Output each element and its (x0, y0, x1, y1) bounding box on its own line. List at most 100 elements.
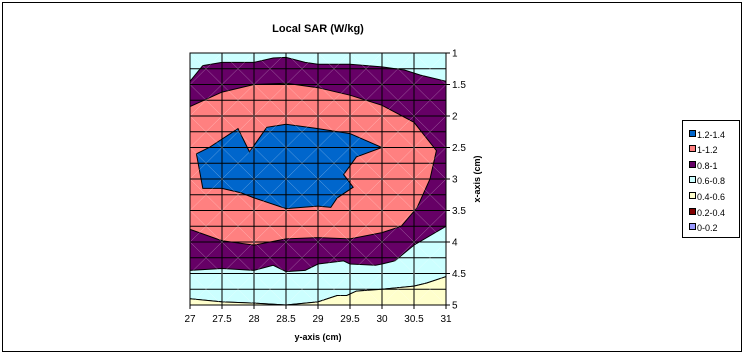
mesh-diagonal (413, 178, 447, 211)
legend-item: 1-1.2 (683, 140, 739, 156)
mesh-diagonal (285, 115, 319, 148)
mesh-diagonal (413, 147, 447, 180)
mesh-diagonal (413, 210, 447, 243)
mesh-diagonal (413, 115, 447, 148)
mesh-diagonal (253, 115, 287, 148)
y-tick-label: 1 (452, 49, 458, 60)
y-tick-label: 4.5 (452, 269, 466, 280)
mesh-diagonal (189, 241, 223, 274)
mesh-diagonal (285, 178, 319, 211)
legend-item: 1.2-1.4 (683, 124, 739, 140)
mesh-diagonal (253, 210, 287, 243)
x-tick-label: 29 (312, 314, 324, 325)
mesh-diagonal (317, 147, 351, 180)
legend-label: 0.8-1 (697, 160, 718, 171)
legend-item: 0.4-0.6 (683, 186, 739, 202)
x-axis-title: y-axis (cm) (294, 332, 341, 342)
legend-label: 1.2-1.4 (697, 129, 726, 140)
chart-title: Local SAR (W/kg) (272, 23, 364, 35)
legend-item: 0-0.2 (683, 218, 739, 234)
mesh-diagonal (317, 115, 351, 148)
mesh-diagonal (253, 241, 287, 274)
mesh-diagonal (221, 241, 255, 274)
x-tick-label: 31 (440, 314, 452, 325)
mesh-diagonal (253, 147, 287, 180)
mesh-diagonal (221, 115, 255, 148)
y-tick-label: 3.5 (452, 206, 466, 217)
x-tick-label: 28 (248, 314, 260, 325)
mesh-diagonal (253, 84, 287, 117)
legend-swatch (689, 160, 696, 168)
legend-label: 0.6-0.8 (697, 176, 726, 187)
mesh-diagonal (413, 84, 447, 117)
mesh-diagonal (349, 115, 383, 148)
legend-item: 0.6-0.8 (683, 171, 739, 187)
mesh-diagonal (349, 178, 383, 211)
y-tick-label: 4 (452, 238, 458, 249)
legend-label: 1-1.2 (697, 145, 718, 156)
legend-label: 0.2-0.4 (697, 207, 726, 218)
mesh-diagonal (317, 52, 351, 85)
mesh-diagonal (413, 273, 447, 306)
y-axis-title: x-axis (cm) (472, 155, 482, 202)
mesh-diagonal (189, 178, 223, 211)
mesh-diagonal (221, 210, 255, 243)
mesh-diagonal (349, 52, 383, 85)
y-tick-label: 2.5 (452, 143, 466, 154)
mesh-diagonal (189, 147, 223, 180)
mesh-diagonal (317, 84, 351, 117)
mesh-diagonal (285, 273, 319, 306)
x-tick-label: 27 (184, 314, 196, 325)
grid (189, 52, 447, 306)
y-tick-label: 3 (452, 175, 458, 186)
mesh-diagonal (413, 241, 447, 274)
mesh-diagonal (253, 273, 287, 306)
mesh-diagonal (381, 84, 415, 117)
y-axis-ticks: 1 1.5 2 2.5 3 3.5 4 4.5 5 (446, 49, 466, 312)
legend-swatch (689, 223, 696, 231)
mesh-diagonal (221, 178, 255, 211)
mesh-diagonal (317, 273, 351, 306)
mesh-diagonal (349, 273, 383, 306)
legend: 1.2-1.4 1-1.2 0.8-1 0.6-0.8 0.4-0.6 0.2-0.4 0-… (682, 120, 740, 238)
mesh-diagonal (189, 52, 223, 85)
mesh-diagonal (285, 147, 319, 180)
mesh-diagonal (317, 178, 351, 211)
mesh-diagonal (381, 52, 415, 85)
mesh-diagonal (381, 241, 415, 274)
legend-swatch (689, 207, 696, 215)
x-tick-label: 29.5 (340, 314, 360, 325)
mesh-diagonal (349, 147, 383, 180)
mesh-diagonal (317, 210, 351, 243)
mesh-diagonal (349, 241, 383, 274)
legend-label: 0-0.2 (697, 223, 718, 234)
mesh-diagonal (221, 273, 255, 306)
y-tick-label: 5 (452, 301, 458, 312)
mesh-diagonal (349, 84, 383, 117)
mesh-diagonal (317, 241, 351, 274)
legend-swatch (689, 191, 696, 199)
mesh-diagonal (285, 52, 319, 85)
mesh-diagonal (381, 210, 415, 243)
mesh-diagonal (189, 273, 223, 306)
mesh-diagonal (253, 178, 287, 211)
legend-swatch (689, 176, 696, 184)
mesh-diagonal (221, 147, 255, 180)
mesh-diagonal (221, 52, 255, 85)
legend-item: 0.2-0.4 (683, 202, 739, 218)
mesh-diagonal (381, 147, 415, 180)
x-tick-label: 30.5 (404, 314, 424, 325)
x-axis-ticks: 27 27.5 28 28.5 29 29.5 30 30.5 31 (184, 305, 452, 325)
mesh-diagonal (285, 210, 319, 243)
legend-swatch (689, 145, 696, 153)
legend-label: 0.4-0.6 (697, 191, 726, 202)
y-tick-label: 2 (452, 112, 458, 123)
mesh-diagonal (413, 52, 447, 85)
mesh-diagonal (381, 115, 415, 148)
mesh-diagonal (285, 241, 319, 274)
mesh-diagonal (221, 84, 255, 117)
mesh-diagonal (285, 84, 319, 117)
mesh-diagonal (189, 84, 223, 117)
mesh-diagonal (381, 273, 415, 306)
